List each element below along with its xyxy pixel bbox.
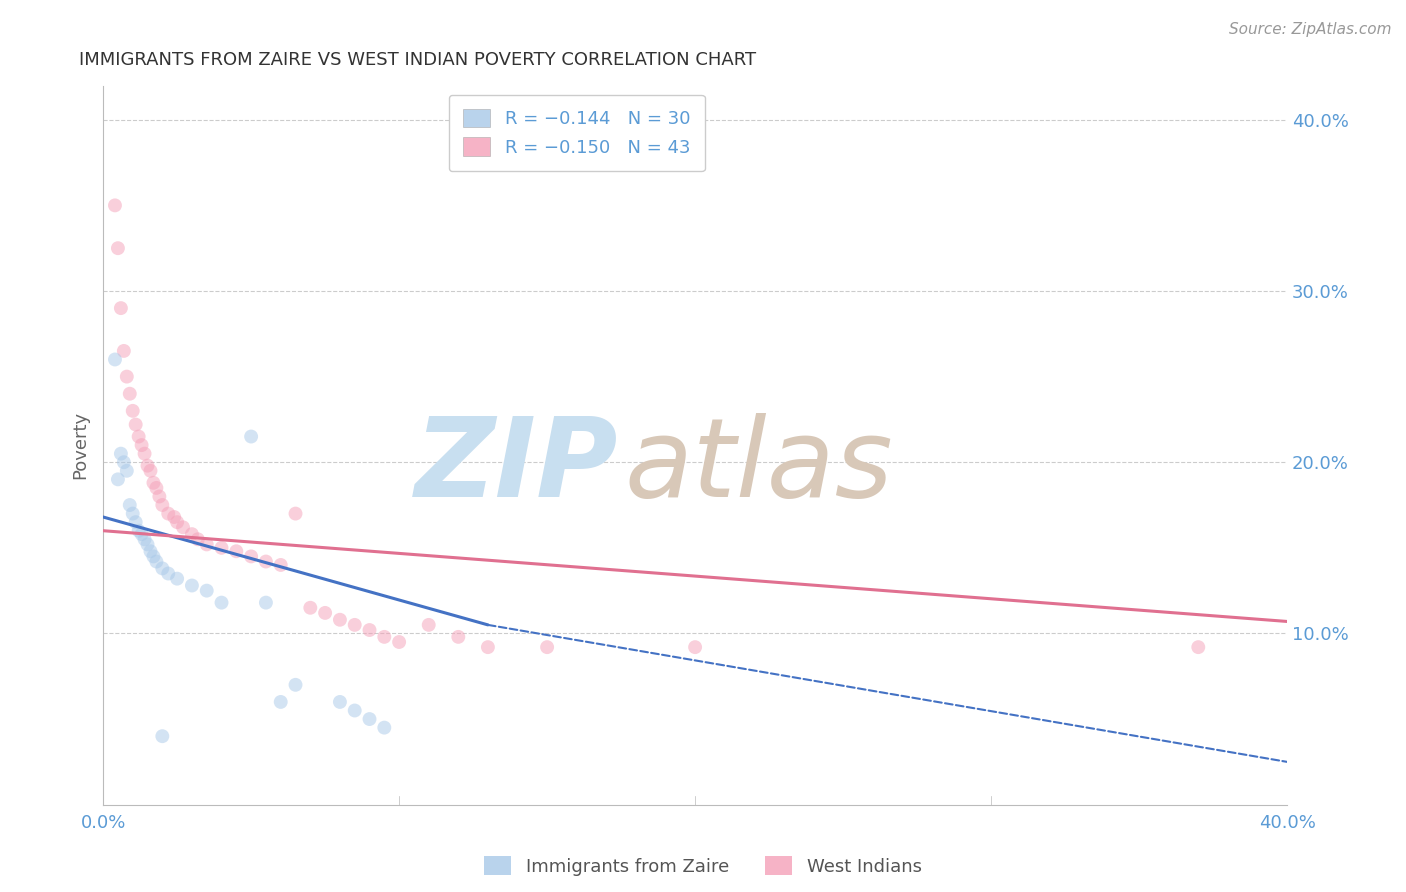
Point bbox=[150, 561, 173, 575]
Point bbox=[195, 583, 218, 598]
Point bbox=[477, 640, 499, 655]
Point bbox=[329, 613, 352, 627]
Point bbox=[225, 544, 247, 558]
Point bbox=[240, 549, 263, 564]
Point bbox=[134, 533, 156, 547]
Point bbox=[163, 510, 186, 524]
Point bbox=[104, 198, 127, 212]
Point bbox=[373, 630, 395, 644]
Point bbox=[150, 729, 173, 743]
Point bbox=[107, 472, 129, 486]
Point bbox=[536, 640, 558, 655]
Point bbox=[172, 520, 194, 534]
Point bbox=[284, 507, 307, 521]
Point bbox=[107, 241, 129, 255]
Point bbox=[118, 498, 141, 512]
Text: Source: ZipAtlas.com: Source: ZipAtlas.com bbox=[1229, 22, 1392, 37]
Point bbox=[211, 596, 233, 610]
Point bbox=[136, 458, 159, 473]
Point bbox=[195, 537, 218, 551]
Point bbox=[157, 566, 180, 581]
Point bbox=[118, 386, 141, 401]
Point bbox=[270, 695, 292, 709]
Point bbox=[145, 481, 167, 495]
Point bbox=[131, 438, 153, 452]
Point bbox=[131, 527, 153, 541]
Point bbox=[128, 429, 150, 443]
Point bbox=[418, 618, 440, 632]
Point bbox=[359, 712, 381, 726]
Point bbox=[112, 343, 135, 358]
Point bbox=[359, 623, 381, 637]
Text: atlas: atlas bbox=[624, 413, 893, 520]
Point bbox=[121, 507, 143, 521]
Point bbox=[181, 527, 204, 541]
Point bbox=[373, 721, 395, 735]
Point bbox=[110, 301, 132, 315]
Legend: Immigrants from Zaire, West Indians: Immigrants from Zaire, West Indians bbox=[477, 849, 929, 883]
Text: IMMIGRANTS FROM ZAIRE VS WEST INDIAN POVERTY CORRELATION CHART: IMMIGRANTS FROM ZAIRE VS WEST INDIAN POV… bbox=[80, 51, 756, 69]
Point bbox=[284, 678, 307, 692]
Point bbox=[125, 515, 148, 529]
Point bbox=[181, 578, 204, 592]
Point bbox=[270, 558, 292, 572]
Point bbox=[115, 464, 138, 478]
Legend: R = −0.144   N = 30, R = −0.150   N = 43: R = −0.144 N = 30, R = −0.150 N = 43 bbox=[449, 95, 704, 171]
Point bbox=[142, 475, 165, 490]
Point bbox=[314, 606, 336, 620]
Y-axis label: Poverty: Poverty bbox=[72, 411, 89, 479]
Point bbox=[388, 635, 411, 649]
Point bbox=[134, 447, 156, 461]
Point bbox=[139, 464, 162, 478]
Point bbox=[254, 555, 277, 569]
Point bbox=[150, 498, 173, 512]
Point bbox=[254, 596, 277, 610]
Point bbox=[343, 704, 366, 718]
Point bbox=[142, 549, 165, 564]
Text: ZIP: ZIP bbox=[415, 413, 619, 520]
Point bbox=[104, 352, 127, 367]
Point bbox=[240, 429, 263, 443]
Point bbox=[115, 369, 138, 384]
Point bbox=[157, 507, 180, 521]
Point bbox=[139, 544, 162, 558]
Point bbox=[148, 490, 170, 504]
Point bbox=[112, 455, 135, 469]
Point bbox=[187, 533, 209, 547]
Point bbox=[1187, 640, 1209, 655]
Point bbox=[110, 447, 132, 461]
Point bbox=[166, 515, 188, 529]
Point bbox=[136, 537, 159, 551]
Point bbox=[683, 640, 706, 655]
Point bbox=[121, 404, 143, 418]
Point bbox=[211, 541, 233, 555]
Point bbox=[447, 630, 470, 644]
Point bbox=[343, 618, 366, 632]
Point bbox=[299, 600, 322, 615]
Point bbox=[125, 417, 148, 432]
Point bbox=[145, 555, 167, 569]
Point bbox=[329, 695, 352, 709]
Point bbox=[128, 524, 150, 538]
Point bbox=[166, 572, 188, 586]
